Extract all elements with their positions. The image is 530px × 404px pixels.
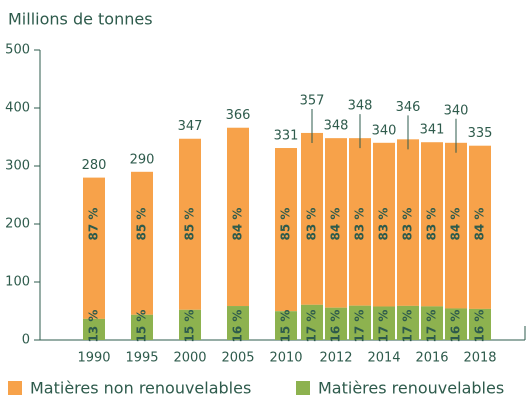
segment-label: 15 % (135, 310, 149, 343)
bar-segment (131, 314, 153, 340)
x-tick-label: 1995 (125, 351, 158, 366)
total-label: 366 (226, 108, 251, 123)
total-label: 341 (420, 123, 445, 138)
total-label: 347 (178, 119, 203, 134)
bar-segment (325, 138, 347, 308)
bar-segment (83, 177, 105, 319)
bar-segment (421, 306, 443, 340)
bar-segment (179, 138, 201, 310)
x-tick-label: 2018 (463, 351, 496, 366)
x-tick-label: 2005 (221, 351, 254, 366)
segment-label: 84 % (231, 208, 245, 241)
bar-segment (83, 318, 105, 340)
segment-label: 15 % (183, 310, 197, 343)
bar-segment (397, 305, 419, 340)
segment-label: 15 % (279, 310, 293, 343)
x-tick-label: 2000 (173, 351, 206, 366)
y-tick-label: 0 (22, 333, 30, 348)
segment-label: 17 % (377, 310, 391, 343)
segment-label: 83 % (305, 208, 319, 241)
bar-segment (445, 142, 467, 309)
x-tick-label: 1990 (77, 351, 110, 366)
bar-segment (275, 311, 297, 340)
bar-segment (301, 304, 323, 340)
total-label: 346 (396, 100, 421, 115)
bar-segment (373, 306, 395, 340)
bar-segment (349, 138, 371, 306)
segment-label: 83 % (401, 208, 415, 241)
segment-label: 17 % (305, 310, 319, 343)
x-tick-label: 2010 (269, 351, 302, 366)
y-tick-label: 200 (5, 217, 30, 232)
total-label: 290 (130, 152, 155, 167)
total-label: 335 (468, 126, 493, 141)
y-tick-label: 400 (5, 101, 30, 116)
segment-label: 87 % (87, 208, 101, 241)
bar-segment (469, 308, 491, 340)
segment-label: 17 % (425, 310, 439, 343)
bar-segment (275, 148, 297, 312)
bar-segment (397, 139, 419, 306)
y-tick-label: 100 (5, 275, 30, 290)
x-tick-label: 2014 (367, 351, 400, 366)
bar-segment (131, 171, 153, 315)
bar-segment (421, 142, 443, 307)
bar-segment (445, 308, 467, 340)
segment-label: 83 % (353, 208, 367, 241)
bar-segment (349, 305, 371, 340)
segment-label: 16 % (329, 310, 343, 343)
segment-label: 84 % (329, 208, 343, 241)
segment-label: 13 % (87, 310, 101, 343)
total-label: 348 (324, 119, 349, 134)
segment-label: 85 % (183, 208, 197, 241)
x-tick-label: 2016 (415, 351, 448, 366)
total-label: 340 (372, 123, 397, 138)
bar-segment (325, 307, 347, 340)
legend-swatch (8, 381, 22, 395)
bar-segment (227, 127, 249, 307)
segment-label: 85 % (135, 208, 149, 241)
bar-segment (179, 309, 201, 340)
segment-label: 17 % (353, 310, 367, 343)
bar-segment (469, 145, 491, 309)
legend-label: Matières non renouvelables (30, 379, 251, 398)
total-label: 348 (348, 99, 373, 114)
segment-label: 85 % (279, 208, 293, 241)
segment-label: 17 % (401, 310, 415, 343)
segment-label: 84 % (473, 208, 487, 241)
legend-label: Matières renouvelables (318, 379, 504, 398)
total-label: 280 (82, 158, 107, 173)
total-label: 340 (444, 103, 469, 118)
bar-segment (373, 142, 395, 307)
total-label: 357 (300, 93, 325, 108)
segment-label: 16 % (231, 310, 245, 343)
x-tick-label: 2012 (319, 351, 352, 366)
segment-label: 83 % (377, 208, 391, 241)
bar-segment (227, 306, 249, 340)
segment-label: 83 % (425, 208, 439, 241)
y-tick-label: 300 (5, 159, 30, 174)
chart-title: Millions de tonnes (8, 10, 153, 29)
segment-label: 16 % (449, 310, 463, 343)
segment-label: 84 % (449, 208, 463, 241)
segment-label: 16 % (473, 310, 487, 343)
legend-swatch (296, 381, 310, 395)
bar-segment (301, 132, 323, 305)
total-label: 331 (274, 129, 299, 144)
y-tick-label: 500 (5, 43, 30, 58)
